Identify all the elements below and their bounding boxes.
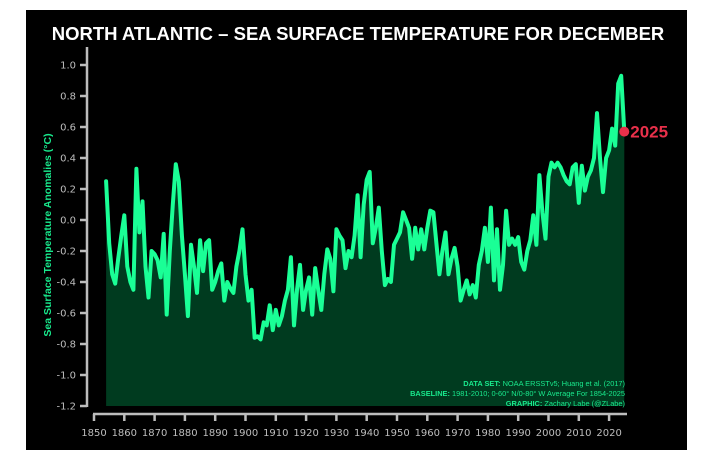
annotation-baseline-text: 1981-2010; 0-60° N/0-80° W Average For 1… <box>450 389 625 398</box>
annotation-dataset-key: DATA SET: <box>463 379 500 388</box>
annotation-graphic-key: GRAPHIC: <box>506 399 543 408</box>
annotation-graphic: GRAPHIC: Zachary Labe (@ZLabe) <box>506 399 625 408</box>
highlight-label-2025: 2025 <box>630 123 668 142</box>
y-axis-label: Sea Surface Temperature Anomalies (°C) <box>42 133 54 336</box>
x-tick-label: 1880 <box>172 428 197 439</box>
anomaly-area-fill <box>106 75 625 407</box>
annotation-dataset: DATA SET: NOAA ERSSTv5; Huang et al. (20… <box>463 379 625 388</box>
x-tick-label: 1850 <box>81 428 106 439</box>
x-tick-label: 1910 <box>263 428 288 439</box>
annotation-baseline: BASELINE: 1981-2010; 0-60° N/0-80° W Ave… <box>410 389 625 398</box>
annotation-baseline-key: BASELINE: <box>410 389 450 398</box>
anomaly-line <box>104 73 627 342</box>
x-tick-label: 1960 <box>415 428 440 439</box>
y-tick-label: 0.2 <box>60 185 76 196</box>
x-tick-label: 1860 <box>112 428 137 439</box>
x-tick-label: 1900 <box>233 428 258 439</box>
y-tick-label: 0.8 <box>60 92 76 103</box>
chart-title: NORTH ATLANTIC – SEA SURFACE TEMPERATURE… <box>52 23 665 44</box>
x-tick-label: 1950 <box>384 428 409 439</box>
y-tick-label: 1.0 <box>60 61 76 72</box>
x-tick-label: 2000 <box>536 428 561 439</box>
highlight-point-2025 <box>619 126 630 137</box>
annotation-graphic-text: Zachary Labe (@ZLabe) <box>542 399 625 408</box>
y-tick-label: 0.4 <box>60 154 76 165</box>
x-tick-label: 1920 <box>293 428 318 439</box>
x-tick-label: 1980 <box>475 428 500 439</box>
x-tick-label: 1940 <box>354 428 379 439</box>
x-tick-label: 1990 <box>505 428 530 439</box>
x-tick-label: 1890 <box>202 428 227 439</box>
y-tick-label: -1.0 <box>56 371 76 382</box>
annotation-dataset-text: NOAA ERSSTv5; Huang et al. (2017) <box>501 379 625 388</box>
x-tick-label: 1870 <box>142 428 167 439</box>
y-tick-label: -0.2 <box>56 247 76 258</box>
y-tick-label: -0.8 <box>56 340 76 351</box>
y-tick-label: -1.2 <box>56 402 76 413</box>
x-tick-label: 1930 <box>324 428 349 439</box>
y-tick-label: -0.4 <box>56 278 76 289</box>
y-tick-label: 0.6 <box>60 123 76 134</box>
x-tick-label: 1970 <box>445 428 470 439</box>
y-tick-label: 0.0 <box>60 216 76 227</box>
x-tick-label: 2010 <box>566 428 591 439</box>
x-tick-label: 2020 <box>596 428 621 439</box>
y-tick-label: -0.6 <box>56 309 76 320</box>
